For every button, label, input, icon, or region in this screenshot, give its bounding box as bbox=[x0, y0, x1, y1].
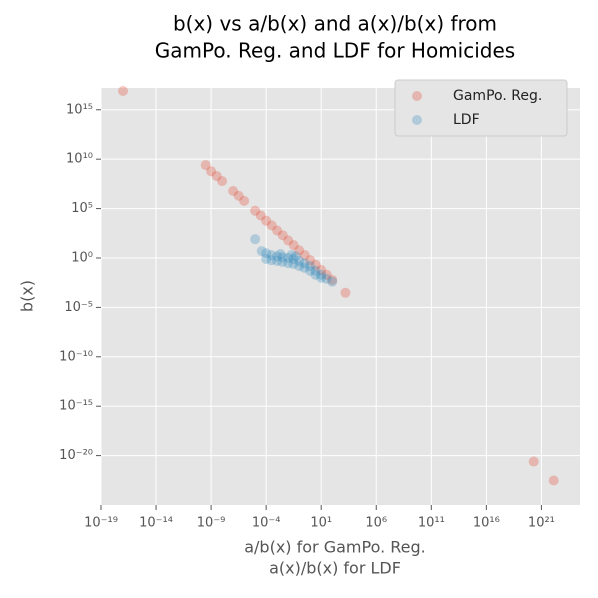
scatter-point bbox=[286, 250, 297, 261]
x-tick-label: 10⁻⁹ bbox=[197, 516, 226, 531]
scatter-point bbox=[321, 273, 332, 284]
x-axis-label: a/b(x) for GamPo. Reg. bbox=[244, 538, 426, 557]
legend-marker bbox=[412, 91, 422, 101]
x-tick-label: 10¹ bbox=[310, 516, 332, 531]
scatter-point bbox=[288, 258, 299, 269]
scatter-point bbox=[261, 215, 272, 226]
x-tick-label: 10¹¹ bbox=[418, 516, 445, 531]
scatter-point bbox=[288, 240, 299, 251]
scatter-point bbox=[272, 255, 283, 266]
y-tick-label: 10⁻¹⁵ bbox=[59, 399, 93, 414]
scatter-point bbox=[283, 252, 294, 263]
scatter-point bbox=[233, 190, 244, 201]
scatter-point bbox=[277, 256, 288, 267]
scatter-point bbox=[261, 253, 272, 264]
scatter-point bbox=[305, 255, 316, 266]
scatter-point bbox=[277, 252, 288, 263]
scatter-point bbox=[283, 235, 294, 246]
grid: 10⁻¹⁹ 10⁻¹⁴ 10⁻⁹ 10⁻⁴ 10¹ 10⁶ 10¹¹ 10¹⁶ 10²¹ 10¹⁵… bbox=[59, 88, 580, 531]
scatter-point bbox=[256, 246, 267, 257]
scatter-point bbox=[283, 258, 294, 269]
legend-marker bbox=[412, 115, 422, 125]
scatter-point bbox=[211, 170, 222, 181]
y-tick-label: 10¹⁰ bbox=[66, 152, 93, 167]
scatter-point bbox=[528, 456, 539, 467]
scatter-point bbox=[294, 255, 305, 266]
y-tick-label: 10⁰ bbox=[71, 250, 93, 265]
scatter-point bbox=[321, 269, 332, 280]
scatter-point bbox=[217, 176, 228, 187]
scatter-point bbox=[228, 186, 239, 197]
x-tick-label: 10¹⁶ bbox=[473, 516, 500, 531]
scatter-point bbox=[327, 274, 338, 285]
plot-area bbox=[101, 88, 580, 505]
scatter-point bbox=[310, 265, 321, 276]
marks bbox=[118, 85, 559, 486]
scatter-point bbox=[288, 253, 299, 264]
scatter-point bbox=[316, 272, 327, 283]
scatter-point bbox=[266, 250, 277, 261]
scatter-point bbox=[200, 160, 211, 171]
x-tick-label: 10⁻⁴ bbox=[252, 516, 281, 531]
scatter-point bbox=[305, 265, 316, 276]
y-tick-label: 10⁻¹⁰ bbox=[59, 349, 93, 364]
x-tick-label: 10⁻¹⁹ bbox=[84, 516, 118, 531]
scatter-point bbox=[548, 475, 559, 486]
scatter-point bbox=[277, 230, 288, 241]
y-tick-label: 10⁻²⁰ bbox=[59, 448, 93, 463]
scatter-point bbox=[266, 220, 277, 231]
scatter-point bbox=[316, 265, 327, 276]
legend-label: LDF bbox=[453, 112, 480, 128]
x-tick-label: 10²¹ bbox=[528, 516, 555, 531]
scatter-point bbox=[290, 251, 301, 262]
scatter-point bbox=[206, 166, 217, 177]
scatter-point bbox=[272, 251, 283, 262]
chart-title: GamPo. Reg. and LDF for Homicides bbox=[155, 39, 515, 63]
scatter-point bbox=[272, 225, 283, 236]
scatter-point bbox=[294, 261, 305, 272]
y-tick-label: 10⁵ bbox=[71, 201, 93, 216]
scatter-point bbox=[299, 262, 310, 273]
legend: GamPo. Reg. LDF bbox=[394, 79, 568, 137]
scatter-point bbox=[250, 234, 261, 245]
scatter-point bbox=[299, 250, 310, 261]
x-axis-label: a(x)/b(x) for LDF bbox=[269, 559, 401, 578]
scatter-point bbox=[310, 269, 321, 280]
scatter-point bbox=[327, 276, 338, 287]
scatter-point bbox=[261, 248, 272, 259]
scatter-point bbox=[340, 287, 351, 298]
scatter-point bbox=[310, 259, 321, 270]
x-tick-label: 10⁶ bbox=[365, 516, 387, 531]
y-tick-label: 10¹⁵ bbox=[66, 102, 93, 117]
scatter-point bbox=[316, 269, 327, 280]
scatter-point bbox=[275, 249, 286, 260]
scatter-point bbox=[118, 85, 129, 96]
scatter-point bbox=[255, 210, 266, 221]
chart-title: b(x) vs a/b(x) and a(x)/b(x) from bbox=[173, 12, 497, 36]
legend-box bbox=[394, 79, 568, 137]
scatter-point bbox=[239, 195, 250, 206]
x-tick-label: 10⁻¹⁴ bbox=[139, 516, 173, 531]
y-axis-label: b(x) bbox=[18, 280, 37, 312]
scatter-point bbox=[305, 261, 316, 272]
scatter-point bbox=[266, 255, 277, 266]
y-tick-label: 10⁻⁵ bbox=[64, 300, 93, 315]
scatter-point bbox=[299, 258, 310, 269]
scatter-point bbox=[250, 205, 261, 216]
scatter-point bbox=[294, 245, 305, 256]
legend-label: GamPo. Reg. bbox=[453, 88, 542, 104]
